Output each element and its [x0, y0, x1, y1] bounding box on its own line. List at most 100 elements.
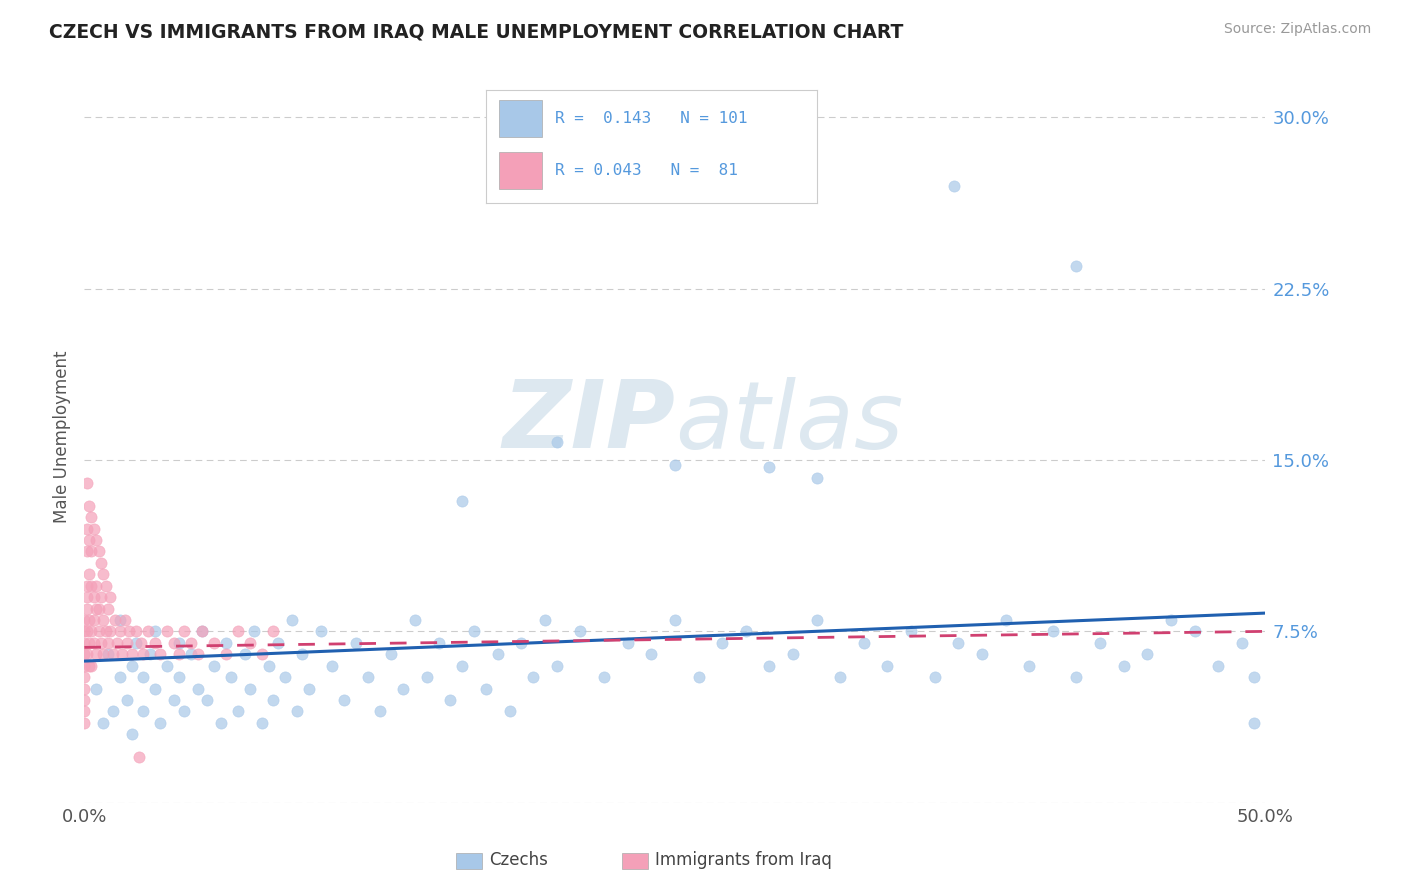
- Point: [309, 624, 332, 639]
- Point: [640, 647, 662, 661]
- Point: [136, 624, 159, 639]
- Point: [1018, 658, 1040, 673]
- Point: [73, 647, 96, 661]
- Point: [76, 579, 98, 593]
- Point: [380, 647, 402, 661]
- Point: [404, 613, 426, 627]
- Point: [73, 613, 96, 627]
- Point: [111, 647, 134, 661]
- Point: [121, 727, 143, 741]
- Point: [76, 590, 98, 604]
- Point: [108, 613, 131, 627]
- Point: [80, 510, 103, 524]
- Point: [143, 636, 166, 650]
- Point: [285, 705, 308, 719]
- Point: [77, 658, 100, 673]
- Point: [664, 613, 686, 627]
- Point: [139, 647, 162, 661]
- Point: [250, 715, 273, 730]
- Point: [76, 624, 98, 639]
- Point: [1243, 715, 1265, 730]
- Point: [84, 681, 107, 696]
- Point: [77, 567, 100, 582]
- Point: [451, 494, 474, 508]
- Point: [876, 658, 898, 673]
- Point: [994, 613, 1017, 627]
- Point: [267, 636, 290, 650]
- Point: [187, 647, 209, 661]
- Point: [239, 681, 262, 696]
- Bar: [457, 853, 482, 869]
- Point: [76, 475, 98, 490]
- Point: [1112, 658, 1135, 673]
- Point: [87, 601, 110, 615]
- Point: [98, 590, 121, 604]
- Point: [101, 705, 124, 719]
- Point: [226, 705, 249, 719]
- Point: [80, 624, 103, 639]
- Point: [257, 658, 280, 673]
- Point: [1042, 624, 1064, 639]
- Point: [125, 636, 148, 650]
- Point: [73, 670, 96, 684]
- Point: [281, 613, 304, 627]
- Point: [167, 636, 190, 650]
- Point: [121, 658, 143, 673]
- Point: [734, 624, 756, 639]
- Point: [73, 705, 96, 719]
- Point: [77, 613, 100, 627]
- Point: [688, 670, 710, 684]
- Point: [83, 590, 105, 604]
- Point: [202, 636, 225, 650]
- Point: [262, 624, 284, 639]
- Point: [1184, 624, 1206, 639]
- Point: [333, 693, 356, 707]
- Point: [451, 658, 474, 673]
- Point: [510, 636, 533, 650]
- Point: [90, 556, 112, 570]
- Point: [806, 613, 828, 627]
- Point: [73, 681, 96, 696]
- Point: [91, 715, 114, 730]
- Point: [83, 636, 105, 650]
- Point: [87, 544, 110, 558]
- Point: [73, 636, 96, 650]
- Text: CZECH VS IMMIGRANTS FROM IRAQ MALE UNEMPLOYMENT CORRELATION CHART: CZECH VS IMMIGRANTS FROM IRAQ MALE UNEMP…: [49, 22, 904, 41]
- Point: [84, 647, 107, 661]
- Point: [250, 647, 273, 661]
- Point: [73, 715, 96, 730]
- Point: [593, 670, 616, 684]
- Point: [758, 658, 780, 673]
- Point: [97, 636, 120, 650]
- Text: Czechs: Czechs: [489, 851, 548, 869]
- Point: [546, 658, 568, 673]
- Point: [76, 647, 98, 661]
- Point: [357, 670, 380, 684]
- Point: [84, 579, 107, 593]
- Y-axis label: Male Unemployment: Male Unemployment: [53, 351, 72, 524]
- Point: [1088, 636, 1111, 650]
- Point: [392, 681, 415, 696]
- Point: [104, 613, 127, 627]
- Point: [84, 533, 107, 547]
- Point: [73, 624, 96, 639]
- Point: [616, 636, 638, 650]
- Point: [97, 601, 120, 615]
- Text: ZIP: ZIP: [502, 376, 675, 468]
- Point: [83, 613, 105, 627]
- Point: [1243, 670, 1265, 684]
- Point: [463, 624, 485, 639]
- Point: [80, 579, 103, 593]
- Point: [156, 658, 179, 673]
- Point: [1206, 658, 1229, 673]
- Point: [121, 647, 143, 661]
- Point: [132, 705, 155, 719]
- Point: [167, 670, 190, 684]
- Point: [569, 624, 592, 639]
- Point: [83, 521, 105, 535]
- Point: [233, 647, 256, 661]
- Point: [115, 636, 138, 650]
- Point: [129, 636, 152, 650]
- Point: [87, 624, 110, 639]
- Point: [167, 647, 190, 661]
